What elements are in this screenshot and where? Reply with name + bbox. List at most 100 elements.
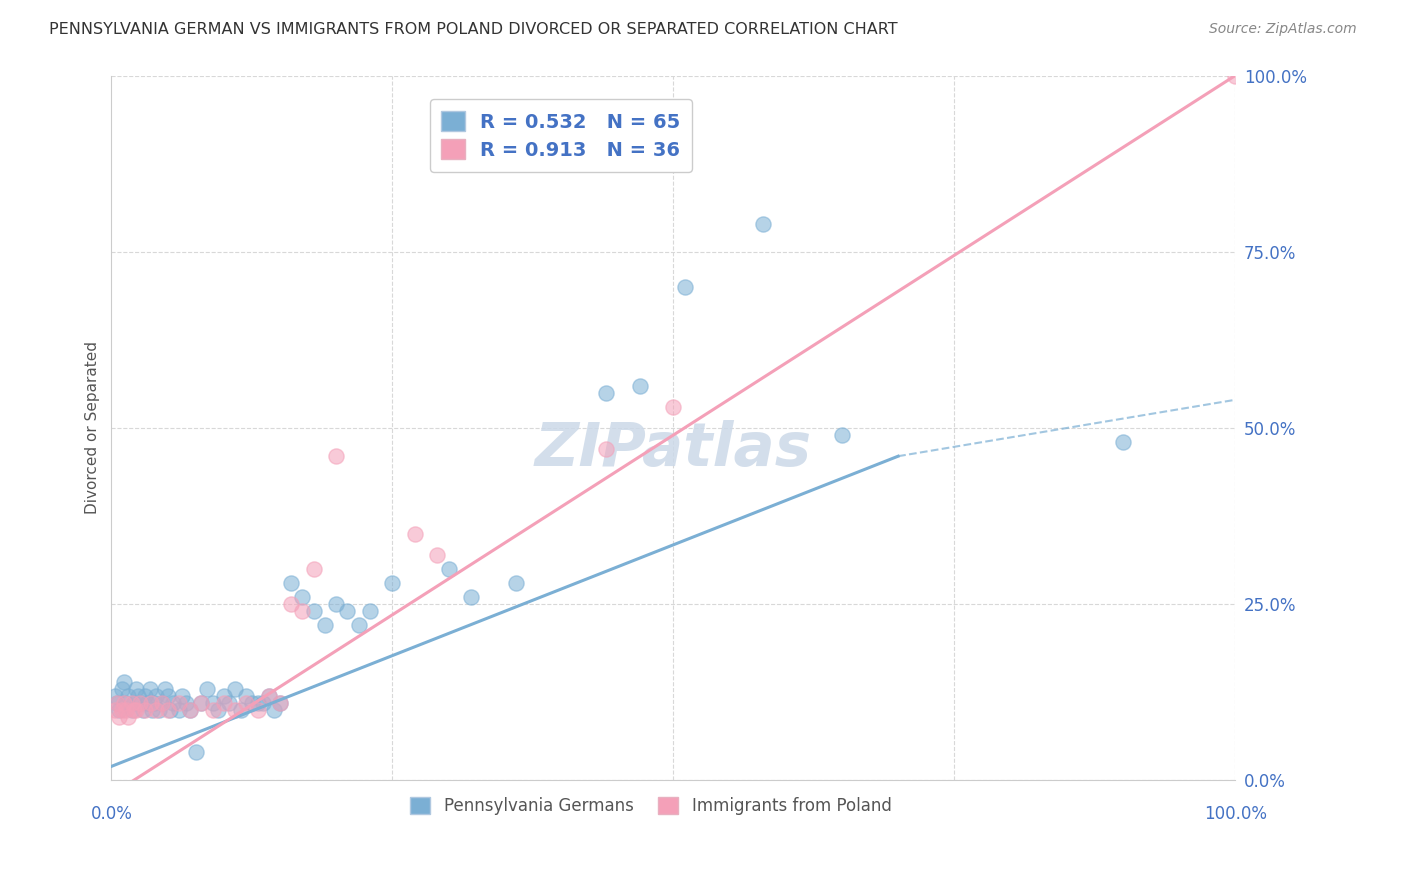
Point	[150, 696, 173, 710]
Point	[104, 689, 127, 703]
Point	[145, 703, 167, 717]
Point	[115, 696, 138, 710]
Point	[174, 696, 197, 710]
Point	[212, 689, 235, 703]
Point	[134, 689, 156, 703]
Point	[134, 703, 156, 717]
Point	[291, 604, 314, 618]
Point	[141, 703, 163, 717]
Point	[105, 696, 128, 710]
Point	[122, 703, 145, 717]
Point	[125, 681, 148, 696]
Point	[136, 696, 159, 710]
Point	[110, 703, 132, 717]
Point	[437, 562, 460, 576]
Text: ZIPatlas: ZIPatlas	[534, 419, 811, 479]
Point	[314, 618, 336, 632]
Point	[595, 442, 617, 457]
Point	[179, 703, 201, 717]
Point	[831, 428, 853, 442]
Point	[128, 696, 150, 710]
Point	[108, 703, 131, 717]
Point	[269, 696, 291, 710]
Point	[117, 689, 139, 703]
Point	[218, 696, 240, 710]
Point	[190, 696, 212, 710]
Point	[138, 681, 160, 696]
Point	[1225, 69, 1247, 83]
Point	[336, 604, 359, 618]
Point	[224, 681, 246, 696]
Point	[117, 710, 139, 724]
Point	[235, 689, 257, 703]
Point	[125, 703, 148, 717]
Point	[132, 703, 155, 717]
Point	[167, 703, 190, 717]
Point	[460, 590, 482, 604]
Point	[179, 703, 201, 717]
Point	[246, 696, 269, 710]
Point	[104, 703, 127, 717]
Point	[110, 681, 132, 696]
Point	[129, 696, 152, 710]
Point	[280, 597, 302, 611]
Point	[105, 696, 128, 710]
Point	[381, 576, 404, 591]
Text: PENNSYLVANIA GERMAN VS IMMIGRANTS FROM POLAND DIVORCED OR SEPARATED CORRELATION : PENNSYLVANIA GERMAN VS IMMIGRANTS FROM P…	[49, 22, 898, 37]
Point	[115, 703, 138, 717]
Point	[291, 590, 314, 604]
Point	[246, 703, 269, 717]
Point	[122, 696, 145, 710]
Point	[112, 674, 135, 689]
Point	[302, 562, 325, 576]
Point	[190, 696, 212, 710]
Point	[628, 378, 651, 392]
Text: 0.0%: 0.0%	[90, 805, 132, 823]
Point	[184, 745, 207, 759]
Point	[156, 703, 179, 717]
Point	[240, 696, 263, 710]
Point	[162, 696, 184, 710]
Point	[148, 703, 170, 717]
Point	[143, 696, 166, 710]
Point	[150, 696, 173, 710]
Point	[195, 681, 218, 696]
Point	[426, 548, 449, 562]
Point	[595, 385, 617, 400]
Point	[155, 681, 177, 696]
Point	[257, 689, 280, 703]
Point	[235, 696, 257, 710]
Point	[673, 280, 696, 294]
Point	[212, 696, 235, 710]
Y-axis label: Divorced or Separated: Divorced or Separated	[86, 342, 100, 515]
Point	[201, 696, 224, 710]
Point	[263, 703, 285, 717]
Point	[404, 526, 426, 541]
Point	[359, 604, 381, 618]
Point	[229, 703, 252, 717]
Point	[325, 449, 347, 463]
Point	[280, 576, 302, 591]
Point	[252, 696, 274, 710]
Point	[257, 689, 280, 703]
Text: 100.0%: 100.0%	[1204, 805, 1267, 823]
Point	[156, 689, 179, 703]
Point	[325, 597, 347, 611]
Point	[139, 696, 162, 710]
Point	[108, 710, 131, 724]
Point	[167, 696, 190, 710]
Point	[121, 696, 143, 710]
Point	[172, 689, 194, 703]
Point	[207, 703, 229, 717]
Point	[112, 696, 135, 710]
Point	[224, 703, 246, 717]
Point	[127, 689, 149, 703]
Point	[662, 400, 685, 414]
Legend: Pennsylvania Germans, Immigrants from Poland: Pennsylvania Germans, Immigrants from Po…	[404, 790, 898, 822]
Point	[752, 217, 775, 231]
Point	[121, 703, 143, 717]
Point	[159, 703, 181, 717]
Point	[145, 689, 167, 703]
Point	[201, 703, 224, 717]
Point	[269, 696, 291, 710]
